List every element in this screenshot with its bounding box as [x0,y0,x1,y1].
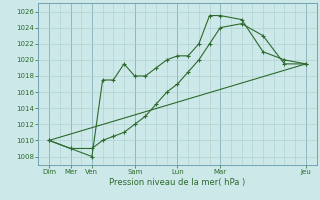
X-axis label: Pression niveau de la mer( hPa ): Pression niveau de la mer( hPa ) [109,178,246,187]
